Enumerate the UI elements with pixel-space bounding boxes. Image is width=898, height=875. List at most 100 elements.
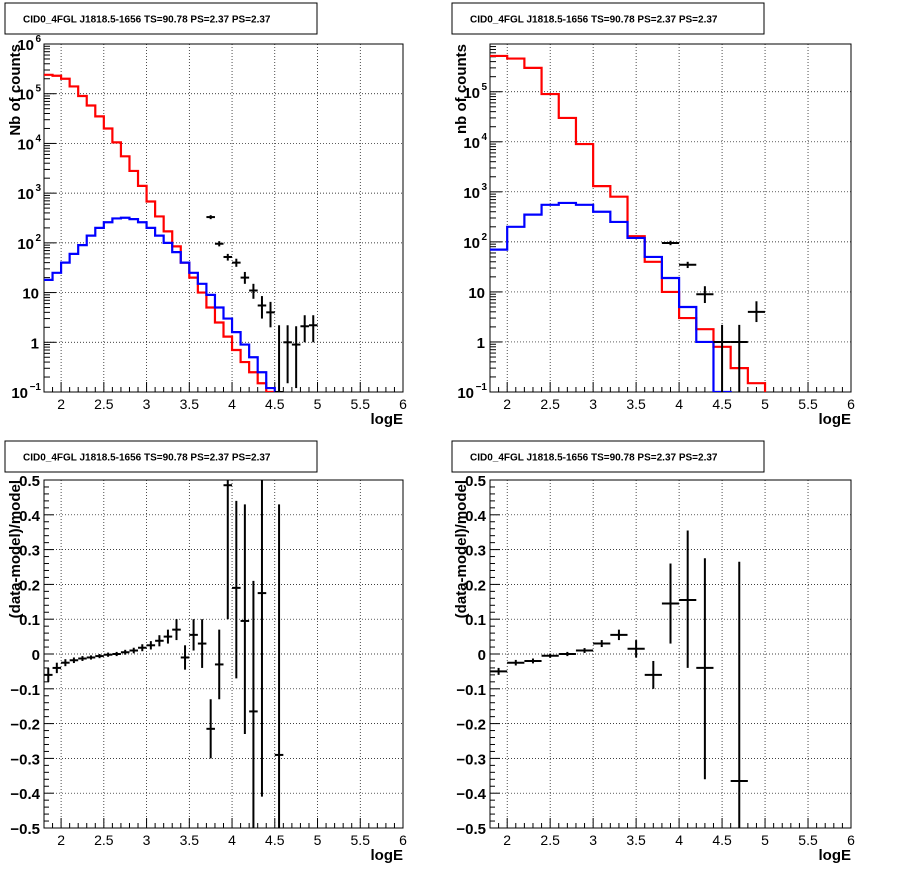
data-point (696, 286, 714, 304)
data-point (558, 651, 576, 657)
x-tick-label: 4.5 (712, 396, 732, 412)
svg-text:3: 3 (35, 183, 41, 194)
histogram-series-1 (490, 54, 767, 392)
chart-title: CID0_4FGL J1818.5-1656 TS=90.78 PS=2.37 … (23, 15, 271, 26)
y-tick-label: 10 4 (463, 132, 487, 152)
x-tick-label: 5 (761, 832, 769, 848)
svg-text:10: 10 (463, 235, 480, 252)
histogram-series-2 (490, 201, 732, 392)
y-tick-label: 0.3 (465, 543, 486, 560)
y-tick-label: 0.1 (19, 612, 40, 629)
data-point (44, 667, 53, 682)
svg-text:10: 10 (463, 85, 480, 102)
y-tick-label: 10 (468, 285, 485, 302)
x-tick-label: 4 (228, 832, 236, 848)
data-point (129, 647, 139, 654)
x-tick-label: 2.5 (540, 396, 560, 412)
x-tick-label: 3.5 (626, 832, 646, 848)
data-point (214, 629, 224, 700)
title-box (451, 2, 765, 35)
x-tick-label: 5 (314, 396, 322, 412)
y-tick-label: 0.5 (465, 473, 486, 490)
data-point (69, 657, 79, 664)
y-tick-label: −0.1 (456, 682, 486, 699)
x-tick-label: 3 (143, 832, 151, 848)
data-point (291, 326, 301, 389)
data-point (249, 283, 258, 299)
data-point (730, 324, 748, 392)
data-point (283, 325, 292, 384)
panel-3: CID0_4FGL J1818.5-1656 TS=90.78 PS=2.37 … (4, 440, 407, 864)
data-point (172, 619, 181, 641)
data-point (249, 580, 258, 828)
histogram-series-2 (44, 216, 276, 392)
data-point (713, 324, 731, 392)
data-point (206, 699, 215, 759)
y-tick-label: −0.2 (456, 717, 486, 734)
x-tick-label: 4.5 (712, 832, 732, 848)
x-tick-label: 2 (57, 832, 65, 848)
data-point (627, 640, 645, 658)
y-tick-label: 0.4 (19, 508, 41, 525)
plot-frame (43, 43, 404, 393)
data-layer (44, 73, 318, 392)
x-tick-label: 5.5 (351, 396, 371, 412)
y-tick-label: 10 6 (17, 34, 41, 54)
svg-text:−1: −1 (30, 382, 42, 393)
data-point (120, 649, 130, 655)
svg-text:2: 2 (481, 232, 487, 243)
y-tick-label: −0.3 (10, 751, 40, 768)
x-tick-label: 3.5 (180, 832, 200, 848)
svg-text:−1: −1 (476, 382, 488, 393)
data-point (575, 648, 594, 653)
y-tick-label: −0.4 (456, 786, 486, 803)
svg-text:10: 10 (463, 185, 480, 202)
y-tick-label: 0.4 (465, 508, 487, 525)
x-tick-label: 6 (847, 396, 855, 412)
svg-text:10: 10 (17, 136, 34, 153)
chart-title: CID0_4FGL J1818.5-1656 TS=90.78 PS=2.37 … (470, 453, 718, 464)
x-tick-label: 3.5 (180, 396, 200, 412)
y-tick-label: 0.2 (465, 577, 486, 594)
x-tick-label: 2 (57, 396, 65, 412)
data-point (644, 660, 662, 689)
x-tick-label: 4.5 (265, 396, 285, 412)
panel-4: CID0_4FGL J1818.5-1656 TS=90.78 PS=2.37 … (451, 440, 855, 864)
x-tick-label: 2.5 (94, 832, 114, 848)
chart-title: CID0_4FGL J1818.5-1656 TS=90.78 PS=2.37 … (23, 453, 271, 464)
data-layer (44, 480, 284, 828)
y-tick-label: 1 (477, 335, 485, 352)
grid (490, 480, 851, 828)
histogram-series-1 (44, 73, 276, 392)
data-point (308, 315, 318, 343)
y-tick-label: 0.2 (19, 577, 40, 594)
data-point (679, 530, 697, 668)
data-point (155, 635, 164, 647)
svg-text:10: 10 (17, 87, 34, 104)
chart-title: CID0_4FGL J1818.5-1656 TS=90.78 PS=2.37 … (470, 15, 718, 26)
x-axis-label: logE (371, 411, 404, 428)
data-point (197, 619, 207, 668)
x-tick-label: 5 (761, 396, 769, 412)
y-tick-label: −0.1 (10, 682, 40, 699)
data-point (541, 653, 559, 658)
x-tick-label: 4 (675, 396, 683, 412)
data-point (163, 629, 173, 644)
svg-text:10: 10 (17, 37, 34, 54)
data-point (240, 504, 250, 735)
svg-text:6: 6 (35, 34, 41, 45)
x-tick-label: 3 (143, 396, 151, 412)
data-point (696, 558, 714, 780)
data-layer (490, 54, 767, 392)
y-tick-label: 10 4 (17, 133, 41, 153)
y-tick-label: −0.5 (456, 821, 486, 838)
data-point (103, 652, 113, 657)
y-tick-label: 0 (478, 647, 486, 664)
data-point (661, 240, 680, 246)
data-layer (490, 530, 748, 828)
plot-frame (489, 43, 852, 393)
data-point (86, 655, 96, 660)
x-tick-label: 3.5 (626, 396, 646, 412)
data-point (78, 656, 87, 661)
svg-text:10: 10 (468, 285, 485, 302)
